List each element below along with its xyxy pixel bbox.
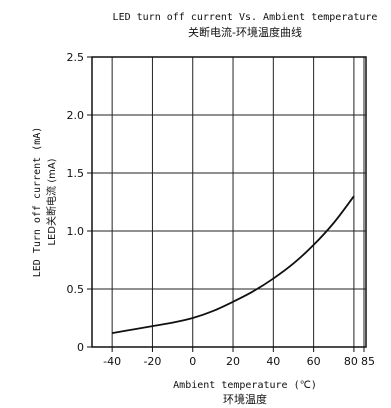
- x-axis-label: Ambient temperature (℃): [173, 380, 317, 391]
- y-axis-label-cn: LED关断电流 (mA): [45, 158, 58, 245]
- x-tick-label: 60: [307, 355, 321, 368]
- y-tick-label: 1.5: [67, 167, 85, 180]
- x-tick-label: 40: [266, 355, 280, 368]
- x-tick-label: 20: [226, 355, 240, 368]
- y-tick-label: 2.5: [67, 51, 85, 64]
- series-line: [111, 195, 355, 334]
- x-tick-label: -40: [103, 355, 121, 368]
- x-tick-label: 0: [189, 355, 196, 368]
- y-tick-label: 2.0: [67, 109, 85, 122]
- y-axis-label: LED Turn off current (mA): [32, 127, 43, 278]
- chart-subtitle: 关断电流-环境温度曲线: [188, 25, 302, 39]
- x-axis-ticks: -40 -20 0 20 40 60 80 85: [103, 347, 375, 368]
- y-tick-label: 0: [77, 341, 84, 354]
- y-tick-label: 1.0: [67, 225, 85, 238]
- y-axis-ticks: 0 0.5 1.0 1.5 2.0 2.5: [67, 51, 92, 354]
- x-tick-label: 85: [361, 355, 375, 368]
- y-tick-label: 0.5: [67, 283, 85, 296]
- chart-title: LED turn off current Vs. Ambient tempera…: [113, 12, 378, 23]
- x-axis-label-cn: 环境温度: [223, 392, 267, 406]
- x-tick-label: -20: [143, 355, 161, 368]
- x-tick-label: 80: [344, 355, 358, 368]
- plot-area: [91, 56, 367, 348]
- series-group: [111, 195, 355, 334]
